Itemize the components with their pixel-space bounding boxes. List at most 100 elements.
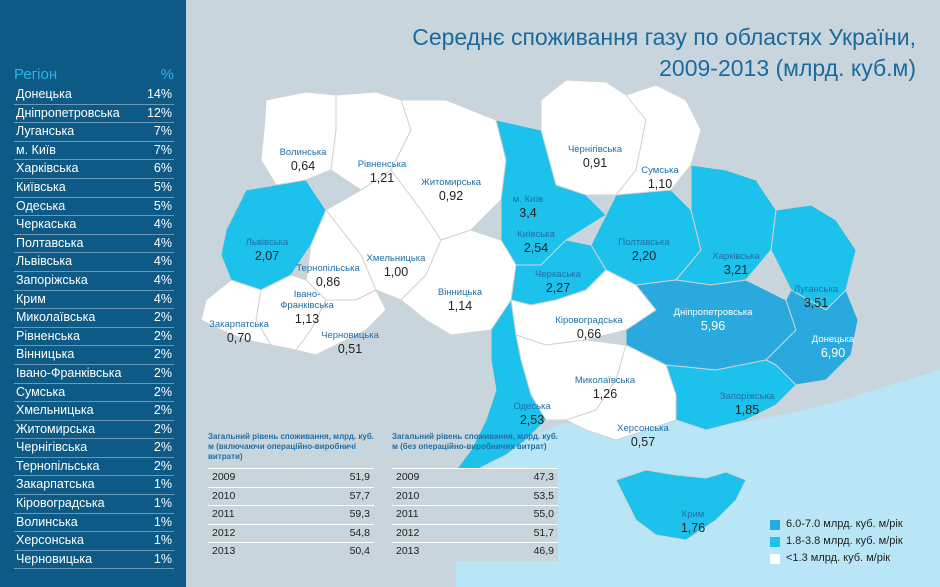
region-value: 2,07 [254,248,280,263]
region-row-percent: 2% [153,328,172,343]
table-year: 2009 [396,471,420,483]
region-name: Кіровоградська [555,315,623,326]
region-sidebar: Регіон % Донецька 14% Дніпропетровська 12% Л… [0,0,186,587]
region-name: Львівська [245,237,289,248]
table-value: 46,9 [533,545,554,557]
region-row-percent: 2% [153,365,172,380]
region-row: Полтавська 4% [14,235,174,254]
region-row-percent: 7% [153,142,172,157]
legend-swatch [770,537,780,547]
table-without-operational: Загальний рівень споживання, млрд. куб. … [392,432,558,561]
region-name: Чернігівська [567,144,623,155]
legend-label: 1.8-3.8 млрд. куб. м/рік [786,535,903,547]
region-list: Донецька 14% Дніпропетровська 12% Луганська 7… [14,86,174,570]
region-label: Сумська 1,10 [641,165,678,191]
region-label: Київська 2,54 [517,229,555,255]
table-value: 47,3 [533,471,554,483]
region-value: 2,27 [545,280,571,295]
region-label: Херсонська 0,57 [617,423,669,449]
region-row-name: Тернопільська [16,458,100,473]
table-value: 57,7 [349,489,370,502]
region-row-name: Житомирська [16,421,96,436]
region-row-name: м. Київ [16,142,56,157]
table-row: 2012 51,7 [392,523,558,542]
region-value: 3,51 [803,295,829,310]
table-rows: 2009 51,9 2010 57,7 2011 59,3 2012 54,8 2013 50,4 [208,468,374,561]
region-row-percent: 6% [153,161,172,176]
region-name: Рівненська [357,159,407,170]
region-row: Черкаська 4% [14,216,174,235]
region-name-part: Франківська [280,299,334,311]
region-label: Чернігівська 0,91 [567,144,623,170]
region-name: Черновицька [321,330,379,341]
page-title: Середнє споживання газу по областях Укра… [412,22,916,84]
region-row-name: Луганська [16,124,75,139]
region-row: м. Київ 7% [14,142,174,161]
legend-swatch [770,520,780,530]
region-row: Одеська 5% [14,198,174,217]
table-row: 2011 59,3 [208,505,374,524]
header-percent: % [160,66,174,83]
region-row-name: Івано-Франківська [16,365,122,380]
sidebar-header: Регіон % [14,66,174,84]
region-row: Львівська 4% [14,253,174,272]
table-row: 2012 54,8 [208,523,374,542]
region-row-name: Херсонська [16,533,84,548]
region-value: 1,14 [447,298,473,313]
region-value: 0,91 [582,155,608,170]
region-name: Луганська [793,284,839,295]
table-rows: 2009 47,3 2010 53,5 2011 55,0 2012 51,7 2013 46,9 [392,468,558,561]
region-value: 1,13 [294,311,320,326]
table-value: 55,0 [533,508,554,520]
region-row: Запоріжська 4% [14,272,174,291]
region-name: Закарпатська [209,319,269,330]
region-shape [565,344,677,441]
region-value: 0,57 [630,434,656,449]
region-label: Волинська 0,64 [280,147,327,173]
ukraine-map [200,79,940,587]
region-name: Тернопільська [296,263,360,274]
region-row: Івано-Франківська 2% [14,365,174,384]
table-year: 2012 [212,526,236,539]
region-name: Вінницька [437,287,483,298]
table-value: 53,5 [533,489,554,502]
region-row-percent: 2% [153,384,172,399]
region-value: 2,53 [519,412,545,427]
region-label: Вінницька 1,14 [437,287,483,313]
region-row: Харківська 6% [14,160,174,179]
region-name: Черкаська [535,269,581,280]
legend-swatch [770,554,780,564]
region-shape [295,289,387,356]
table-value: 54,8 [349,526,370,539]
region-row: Луганська 7% [14,123,174,142]
region-label: Івано- Франківська 1,13 [280,289,334,326]
region-row-name: Львівська [16,254,73,269]
region-row-percent: 2% [153,310,172,325]
region-row-name: Київська [16,179,66,194]
table-row: 2010 57,7 [208,486,374,505]
region-row: Закарпатська 1% [14,476,174,496]
region-row-name: Волинська [16,514,78,529]
region-row-percent: 5% [153,179,172,194]
region-name: Одеська [513,401,551,412]
region-row-percent: 4% [153,235,172,250]
region-row-percent: 2% [153,440,172,455]
table-value: 50,4 [349,545,370,557]
legend-item: 6.0-7.0 млрд. куб. м/рік [770,516,935,533]
region-label: Львівська 2,07 [245,237,289,263]
region-label: Дніпропетровська 5,96 [674,307,753,333]
region-row-percent: 12% [146,105,172,120]
region-value: 3,4 [519,205,537,220]
legend-label: 6.0-7.0 млрд. куб. м/рік [786,518,903,530]
region-value: 6,90 [820,345,846,360]
region-row: Житомирська 2% [14,421,174,440]
region-row-name: Хмельницька [16,403,94,418]
region-name: Харківська [712,251,760,262]
region-row: Чернігівська 2% [14,439,174,458]
region-name: Донецька [811,334,855,345]
region-row: Донецька 14% [14,86,174,105]
region-row-percent: 4% [153,291,172,306]
region-value: 0,70 [226,330,252,345]
region-value: 1,10 [647,176,673,191]
region-label: Луганська 3,51 [793,284,839,310]
